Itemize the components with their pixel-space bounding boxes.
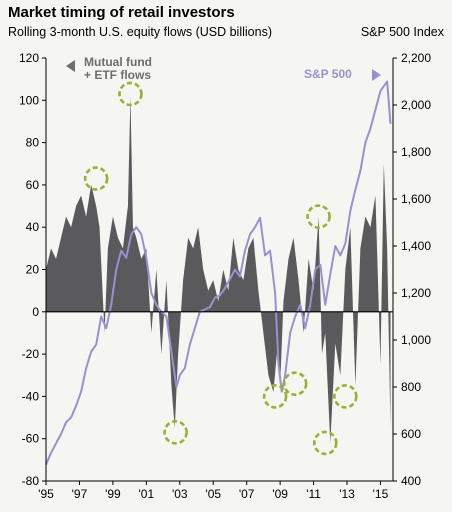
highlight-circle xyxy=(333,384,358,409)
left-tick-label: -20 xyxy=(22,347,40,361)
x-tick-label: '15 xyxy=(373,487,389,501)
left-tick-label: -40 xyxy=(22,389,40,403)
right-tick-label: 1,200 xyxy=(401,286,431,300)
highlight-circles-layer xyxy=(83,81,358,456)
right-tick-label: 1,600 xyxy=(401,192,431,206)
sp500-line xyxy=(45,80,392,465)
flows-legend-arrow-icon xyxy=(66,60,75,72)
x-tick-label: '11 xyxy=(306,487,321,501)
x-tick-label: '09 xyxy=(272,487,288,501)
left-tick-label: 40 xyxy=(26,220,40,234)
right-axis-title: S&P 500 Index xyxy=(360,25,444,39)
right-tick-label: 800 xyxy=(401,380,421,394)
x-tick-label: '95 xyxy=(38,487,54,501)
left-tick-label: 20 xyxy=(26,263,40,277)
highlight-circle xyxy=(282,371,308,397)
chart-title: Market timing of retail investors xyxy=(8,4,235,21)
right-tick-label: 1,400 xyxy=(401,239,431,253)
right-tick-label: 1,000 xyxy=(401,333,431,347)
x-tick-label: '07 xyxy=(239,487,255,501)
x-tick-label: '13 xyxy=(339,487,355,501)
right-tick-label: 600 xyxy=(401,427,421,441)
flows-legend-label-line2: + ETF flows xyxy=(84,68,151,82)
left-tick-label: 100 xyxy=(19,93,39,107)
axes-layer: 120 100 80 60 40 20 0 -20 -40 -60 -80 2,200 2,000 1,8… xyxy=(19,51,431,501)
flows-area-layer xyxy=(46,96,391,443)
sp500-legend-label: S&P 500 xyxy=(304,67,352,81)
right-tick-label: 1,800 xyxy=(401,145,431,159)
left-tick-label: 80 xyxy=(26,136,40,150)
right-tick-label: 2,000 xyxy=(401,98,431,112)
left-tick-label: -80 xyxy=(22,474,40,488)
chart-subtitle: Rolling 3-month U.S. equity flows (USD b… xyxy=(8,25,272,39)
right-tick-label: 400 xyxy=(401,474,421,488)
x-tick-label: '99 xyxy=(105,487,121,501)
x-tick-label: '01 xyxy=(139,487,155,501)
flows-area xyxy=(46,96,391,443)
highlight-circle xyxy=(262,384,288,409)
highlight-circle xyxy=(306,204,331,229)
highlight-circle xyxy=(118,81,143,107)
highlight-circle xyxy=(163,420,188,445)
left-tick-label: 0 xyxy=(32,305,39,319)
left-tick-label: 120 xyxy=(19,51,39,65)
x-tick-label: '97 xyxy=(72,487,88,501)
left-tick-label: -60 xyxy=(22,432,40,446)
x-tick-label: '03 xyxy=(172,487,188,501)
highlight-circle xyxy=(83,166,109,191)
sp500-legend-arrow-icon xyxy=(372,69,381,81)
sp500-line-layer xyxy=(45,80,392,465)
left-tick-label: 60 xyxy=(26,178,40,192)
x-tick-label: '05 xyxy=(205,487,221,501)
right-tick-label: 2,200 xyxy=(401,51,431,65)
highlight-circle xyxy=(312,430,338,456)
flows-legend-label-line1: Mutual fund xyxy=(84,55,152,69)
